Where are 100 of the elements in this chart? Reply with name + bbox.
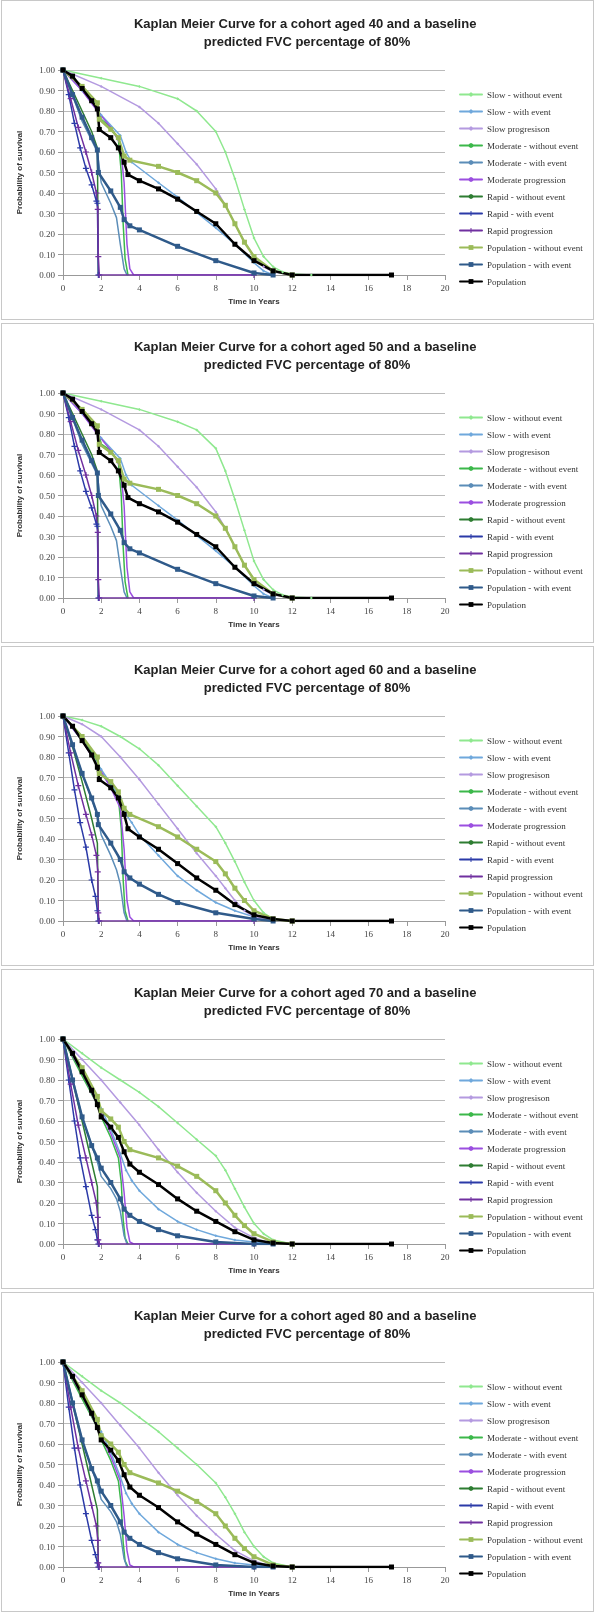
x-tick-label: 0 xyxy=(60,928,66,939)
x-axis-title: Time in Years xyxy=(228,1588,281,1598)
x-tick-label: 12 xyxy=(287,928,297,939)
x-tick-label: 4 xyxy=(137,1251,143,1262)
y-tick-label: 0.40 xyxy=(39,1480,56,1490)
legend-label: Population - without event xyxy=(487,242,584,253)
legend-label: Slow - without event xyxy=(487,412,563,423)
x-tick-label: 6 xyxy=(175,1251,181,1262)
y-tick-label: 0.80 xyxy=(39,106,56,116)
x-tick-label: 2 xyxy=(98,1574,104,1585)
x-tick-label: 10 xyxy=(249,605,259,616)
y-tick-label: 0.70 xyxy=(39,1418,56,1429)
y-tick-label: 0.40 xyxy=(39,511,56,521)
legend-label: Moderate - with event xyxy=(487,157,568,168)
legend-label: Moderate - without event xyxy=(487,463,579,474)
legend-label: Population - without event xyxy=(487,888,584,899)
y-tick-label: 0.70 xyxy=(39,1095,56,1106)
legend-label: Slow progresison xyxy=(487,769,551,780)
y-tick-label: 0.10 xyxy=(39,572,56,583)
y-tick-label: 0.10 xyxy=(39,1541,56,1552)
legend-label: Population - without event xyxy=(487,565,584,576)
y-tick-label: 1.00 xyxy=(39,1034,56,1044)
legend-label: Population - with event xyxy=(487,259,572,270)
legend-label: Population xyxy=(487,599,527,610)
x-tick-label: 4 xyxy=(137,928,143,939)
y-tick-label: 0.10 xyxy=(39,1218,56,1229)
legend-label: Rapid - without event xyxy=(487,1483,566,1494)
x-tick-label: 14 xyxy=(325,282,336,293)
y-tick-label: 0.50 xyxy=(39,1136,56,1147)
legend-label: Rapid - with event xyxy=(487,854,555,865)
y-tick-label: 0.60 xyxy=(39,470,56,480)
y-tick-label: 0.50 xyxy=(39,490,56,501)
y-axis-title: Probability of survival xyxy=(14,776,24,861)
legend-label: Rapid - without event xyxy=(487,514,566,525)
y-tick-label: 0.50 xyxy=(39,813,56,824)
legend-label: Moderate progression xyxy=(487,1143,567,1154)
x-axis-title: Time in Years xyxy=(228,296,281,306)
y-tick-label: 0.60 xyxy=(39,147,56,157)
y-tick-label: 0.60 xyxy=(39,1439,56,1449)
x-tick-label: 8 xyxy=(213,928,219,939)
x-tick-label: 12 xyxy=(287,1574,297,1585)
y-tick-label: 0.10 xyxy=(39,249,56,260)
y-tick-label: 0.30 xyxy=(39,1500,56,1511)
legend-label: Moderate - with event xyxy=(487,480,568,491)
y-tick-label: 0.30 xyxy=(39,208,56,219)
y-axis-title: Probability of survival xyxy=(14,1099,24,1184)
y-tick-label: 0.20 xyxy=(39,875,56,885)
legend-label: Slow progresison xyxy=(487,446,551,457)
legend-label: Population - with event xyxy=(487,1551,572,1562)
x-tick-label: 16 xyxy=(364,282,374,293)
y-axis-title: Probability of survival xyxy=(14,453,24,538)
legend-label: Rapid - with event xyxy=(487,1500,555,1511)
legend-label: Population - without event xyxy=(487,1534,584,1545)
x-tick-label: 8 xyxy=(213,1251,219,1262)
legend-label: Rapid - with event xyxy=(487,1177,555,1188)
x-tick-label: 10 xyxy=(249,282,259,293)
x-tick-label: 2 xyxy=(98,1251,104,1262)
y-tick-label: 0.90 xyxy=(39,408,56,419)
legend-label: Moderate - with event xyxy=(487,1449,568,1460)
y-tick-label: 1.00 xyxy=(39,711,56,721)
x-tick-label: 16 xyxy=(364,605,374,616)
y-tick-label: 0.00 xyxy=(39,593,56,603)
legend-label: Slow - without event xyxy=(487,1381,563,1392)
y-tick-label: 1.00 xyxy=(39,1357,56,1367)
legend-label: Moderate - without event xyxy=(487,1432,579,1443)
x-tick-label: 6 xyxy=(175,282,181,293)
y-tick-label: 0.20 xyxy=(39,229,56,239)
legend-label: Rapid - without event xyxy=(487,1160,566,1171)
y-tick-label: 0.00 xyxy=(39,1239,56,1249)
x-tick-label: 6 xyxy=(175,1574,181,1585)
x-tick-label: 2 xyxy=(98,605,104,616)
x-tick-label: 10 xyxy=(249,1574,259,1585)
y-tick-label: 0.70 xyxy=(39,772,56,783)
y-tick-label: 0.40 xyxy=(39,188,56,198)
x-tick-label: 14 xyxy=(325,1251,336,1262)
legend-label: Slow progresison xyxy=(487,1092,551,1103)
legend-label: Slow progresison xyxy=(487,1415,551,1426)
y-tick-label: 0.80 xyxy=(39,1398,56,1408)
y-tick-label: 0.40 xyxy=(39,834,56,844)
x-tick-label: 20 xyxy=(440,1251,450,1262)
x-tick-label: 0 xyxy=(60,1251,66,1262)
legend-label: Population - with event xyxy=(487,905,572,916)
legend-label: Moderate - with event xyxy=(487,1126,568,1137)
x-tick-label: 6 xyxy=(175,605,181,616)
legend-label: Moderate - without event xyxy=(487,786,579,797)
x-tick-label: 18 xyxy=(402,605,412,616)
y-tick-label: 0.80 xyxy=(39,752,56,762)
y-tick-label: 0.30 xyxy=(39,854,56,865)
x-tick-label: 20 xyxy=(440,282,450,293)
x-tick-label: 10 xyxy=(249,928,259,939)
x-tick-label: 20 xyxy=(440,1574,450,1585)
y-tick-label: 1.00 xyxy=(39,65,56,75)
x-axis-title: Time in Years xyxy=(228,942,281,952)
x-tick-label: 12 xyxy=(287,282,297,293)
legend-label: Slow progresison xyxy=(487,123,551,134)
x-tick-label: 12 xyxy=(287,605,297,616)
legend-label: Slow - with event xyxy=(487,429,552,440)
legend-label: Population xyxy=(487,1568,527,1579)
legend-label: Rapid - with event xyxy=(487,208,555,219)
legend-label: Population xyxy=(487,922,527,933)
